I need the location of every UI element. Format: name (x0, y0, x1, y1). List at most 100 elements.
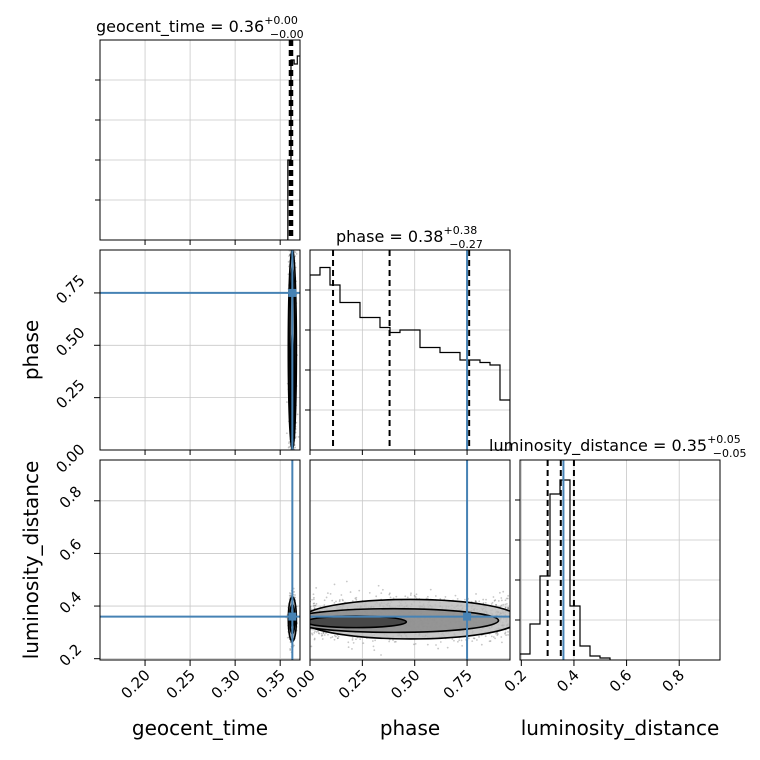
y-tick-label: 0.8 (56, 482, 86, 512)
x-tick-label: 0.2 (501, 666, 531, 696)
sample-point (507, 634, 509, 636)
sample-point (313, 638, 316, 641)
sample-point (501, 641, 503, 644)
sample-point (456, 640, 459, 643)
sample-point (415, 593, 418, 596)
sample-point (500, 597, 503, 599)
sample-point (494, 637, 496, 640)
sample-point (388, 592, 391, 595)
panel-phase-vs-luminosity-distance (310, 580, 510, 656)
sample-point (498, 591, 501, 594)
sample-point (355, 598, 358, 601)
sample-point (313, 631, 316, 634)
sample-point (474, 600, 477, 602)
sample-point (404, 595, 407, 598)
sample-point (414, 642, 417, 645)
sample-point (380, 592, 383, 594)
axes-frame (309, 459, 511, 661)
xlabel-phase: phase (380, 716, 440, 740)
x-tick-label: 0.4 (553, 666, 583, 696)
sample-point (359, 638, 362, 641)
sample-point (349, 591, 352, 593)
sample-point (331, 636, 334, 638)
sample-point (335, 600, 337, 603)
sample-point (312, 605, 315, 607)
sample-point (320, 632, 323, 635)
sample-point (380, 654, 382, 656)
sample-point (451, 638, 454, 640)
sample-point (289, 594, 292, 597)
x-tick-label: 0.50 (387, 666, 423, 702)
sample-point (326, 592, 329, 595)
sample-point (461, 644, 464, 647)
sample-point (289, 648, 292, 650)
x-tick-label: 0.8 (658, 666, 688, 696)
sample-point (351, 637, 354, 639)
sample-point (458, 639, 461, 642)
sample-point (482, 602, 485, 604)
sample-point (351, 600, 354, 602)
sample-point (504, 632, 506, 635)
truth-marker (288, 288, 297, 297)
sample-point (478, 636, 480, 638)
x-tick-label: 0.35 (253, 666, 289, 702)
x-tick-label: 0.6 (606, 666, 636, 696)
sample-point (372, 645, 375, 648)
sample-point (456, 598, 459, 600)
sample-point (345, 580, 348, 583)
sample-point (394, 640, 397, 643)
sample-point (494, 599, 497, 601)
sample-point (490, 635, 493, 638)
sample-point (406, 596, 409, 599)
sample-point (329, 593, 332, 595)
sample-point (336, 637, 339, 640)
sample-point (426, 595, 429, 598)
sample-point (371, 640, 374, 642)
sample-point (496, 634, 499, 637)
sample-point (388, 593, 391, 596)
sample-point (314, 630, 316, 633)
histogram-geocent-time (287, 40, 300, 240)
sample-point (460, 639, 463, 642)
sample-point (454, 594, 457, 597)
sample-point (389, 596, 392, 599)
sample-point (500, 636, 503, 638)
y-tick-label: 0.6 (56, 535, 86, 565)
sample-point (296, 413, 299, 416)
sample-point (506, 597, 509, 600)
sample-point (337, 635, 340, 638)
sample-point (476, 639, 478, 641)
truth-marker (288, 612, 297, 621)
sample-point (338, 600, 341, 603)
x-tick-label: 0.20 (118, 666, 154, 702)
sample-point (288, 442, 290, 445)
sample-point (507, 607, 510, 610)
sample-point (294, 594, 296, 596)
sample-point (362, 642, 365, 645)
x-tick-label: 0.25 (163, 666, 199, 702)
sample-point (351, 638, 354, 641)
sample-point (412, 643, 415, 646)
histogram-step (520, 479, 611, 660)
sample-point (320, 634, 323, 637)
sample-point (310, 645, 313, 648)
y-tick-label: 0.4 (56, 588, 86, 618)
sample-point (388, 640, 391, 643)
contour-level (310, 615, 408, 629)
title-phase: phase = 0.38+0.38 −0.27 (336, 224, 483, 251)
sample-point (333, 583, 336, 586)
sample-point (288, 594, 291, 597)
y-tick-label: 0.2 (56, 640, 86, 670)
sample-point (285, 432, 288, 435)
y-tick-label: 0.75 (52, 271, 88, 307)
sample-point (313, 602, 316, 605)
sample-point (490, 603, 493, 605)
sample-point (323, 599, 326, 602)
sample-point (504, 606, 507, 609)
sample-point (507, 594, 510, 597)
sample-point (352, 641, 355, 644)
sample-point (347, 641, 350, 644)
sample-point (351, 648, 353, 650)
sample-point (426, 643, 429, 646)
sample-point (286, 401, 288, 403)
